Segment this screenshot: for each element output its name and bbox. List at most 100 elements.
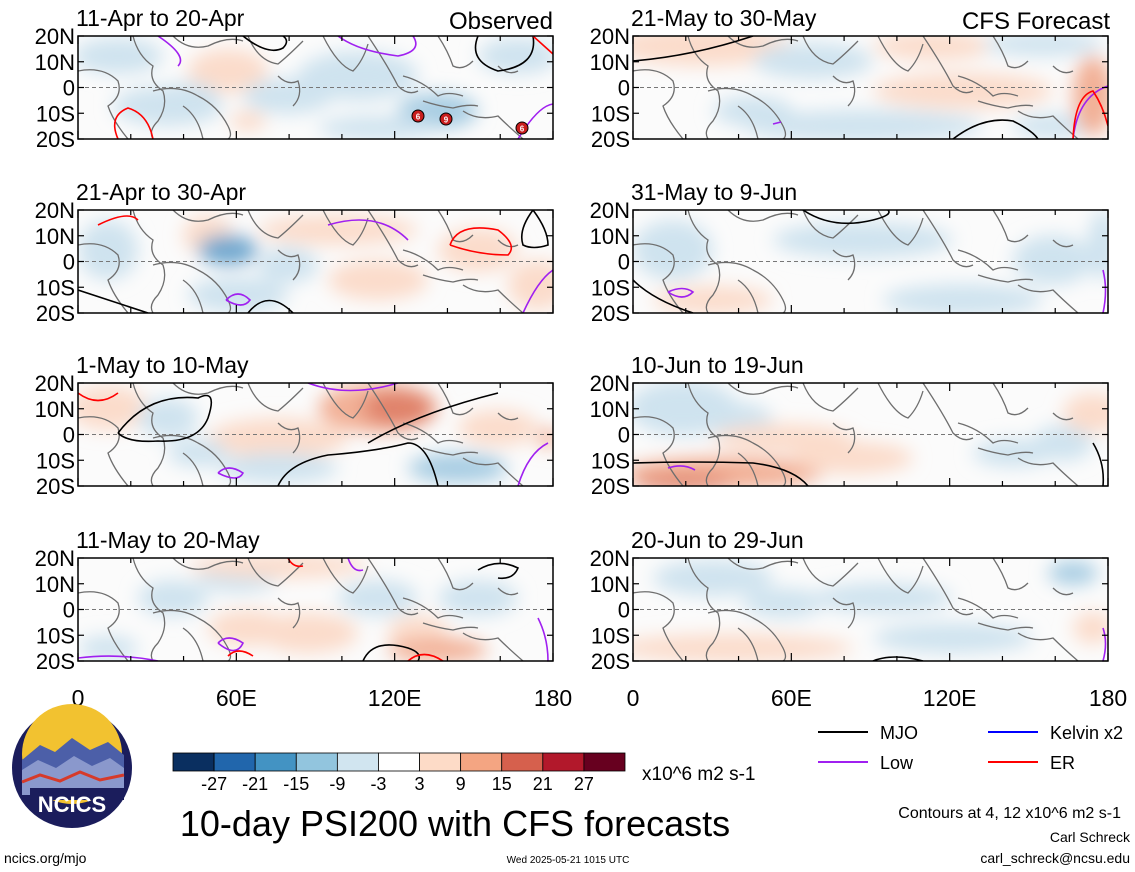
coastline bbox=[977, 622, 1034, 631]
coastline bbox=[802, 36, 859, 65]
anomaly-patch bbox=[633, 383, 738, 436]
psi-anomaly-fill bbox=[78, 558, 518, 661]
anomaly-patch bbox=[138, 398, 198, 438]
anomaly-patch bbox=[1073, 612, 1108, 644]
contour-line bbox=[772, 121, 782, 125]
coastline bbox=[977, 274, 1034, 283]
coastline bbox=[322, 36, 369, 72]
anomaly-patch bbox=[633, 475, 733, 486]
coastline bbox=[727, 210, 799, 222]
lat-tick-label: 20S bbox=[591, 649, 630, 674]
contour-line bbox=[1102, 269, 1107, 313]
coastline bbox=[992, 210, 1029, 243]
lat-tick-label: 20S bbox=[36, 649, 75, 674]
anomaly-patch bbox=[973, 439, 1053, 467]
legend-label: MJO bbox=[880, 723, 918, 743]
storm-marker-label: 9 bbox=[444, 116, 449, 125]
lat-tick-label: 10S bbox=[591, 275, 630, 300]
coastline bbox=[422, 447, 479, 456]
coastline bbox=[957, 249, 1019, 271]
lat-tick-label: 20N bbox=[590, 371, 630, 396]
colorbar-tick-label: -9 bbox=[329, 774, 345, 794]
colorbar-tick-label: -21 bbox=[242, 774, 268, 794]
legend-label: Low bbox=[880, 753, 914, 773]
map-field bbox=[78, 383, 553, 486]
coastline bbox=[152, 261, 232, 313]
colorbar-swatch bbox=[254, 752, 297, 772]
coastlines bbox=[633, 36, 1079, 139]
coastline bbox=[957, 422, 1019, 444]
colorbar-tick-label: 3 bbox=[415, 774, 425, 794]
map-field bbox=[78, 210, 553, 313]
anomaly-patch bbox=[873, 623, 1033, 653]
coastline bbox=[802, 558, 859, 587]
anomaly-patch bbox=[633, 220, 713, 280]
anomaly-patch bbox=[538, 428, 553, 448]
anomaly-patch bbox=[230, 111, 266, 131]
coastline bbox=[727, 36, 799, 48]
map-field bbox=[78, 558, 553, 661]
coastline bbox=[957, 597, 1019, 619]
contour-line bbox=[337, 36, 417, 57]
coastline bbox=[277, 75, 301, 107]
anomaly-patch bbox=[1048, 561, 1098, 585]
coastline bbox=[1017, 110, 1079, 139]
anomaly-patch bbox=[188, 49, 268, 93]
anomaly-patch bbox=[363, 390, 433, 426]
colorbar-tick-label: -27 bbox=[201, 774, 227, 794]
anomaly-patch bbox=[508, 260, 553, 310]
coastline bbox=[132, 558, 166, 661]
colorbar-swatch bbox=[172, 752, 215, 772]
contour-line bbox=[117, 394, 213, 443]
coastline bbox=[422, 274, 479, 283]
coastline bbox=[832, 249, 856, 281]
lat-tick-label: 10S bbox=[36, 275, 75, 300]
coastline bbox=[727, 383, 799, 395]
coastline bbox=[172, 36, 244, 48]
lat-tick-label: 20N bbox=[35, 24, 75, 49]
site-link[interactable]: ncics.org/mjo bbox=[4, 850, 87, 866]
contour-line bbox=[327, 219, 409, 241]
colorbar-tick-label: -3 bbox=[370, 774, 386, 794]
coastline bbox=[957, 75, 1019, 97]
coastline bbox=[633, 243, 684, 313]
lat-tick-label: 10N bbox=[590, 572, 630, 597]
lat-tick-label: 10N bbox=[35, 572, 75, 597]
contour-line bbox=[97, 215, 139, 226]
psi-anomaly-fill bbox=[633, 560, 1108, 661]
coastline bbox=[992, 36, 1029, 69]
lat-tick-label: 20N bbox=[590, 546, 630, 571]
contour-line bbox=[667, 287, 695, 298]
anomaly-patch bbox=[258, 247, 318, 283]
coastline bbox=[633, 591, 684, 661]
contours bbox=[78, 383, 549, 486]
lat-tick-label: 10S bbox=[36, 623, 75, 648]
coastline bbox=[1017, 632, 1079, 661]
coastline bbox=[422, 100, 479, 109]
coastline bbox=[1052, 587, 1074, 596]
lat-tick-label: 0 bbox=[63, 76, 75, 101]
lat-tick-label: 0 bbox=[618, 250, 630, 275]
coastline bbox=[152, 434, 232, 486]
lat-tick-label: 20N bbox=[590, 198, 630, 223]
coastlines bbox=[78, 383, 524, 486]
coastlines bbox=[78, 210, 524, 313]
lon-tick-label: 0 bbox=[627, 685, 640, 711]
coastline bbox=[992, 558, 1029, 591]
panel-date-label: 31-May to 9-Jun bbox=[631, 179, 797, 205]
coastline bbox=[132, 36, 166, 139]
coastline bbox=[687, 383, 721, 486]
coastline bbox=[877, 210, 924, 246]
anomaly-patch bbox=[258, 613, 358, 653]
anomaly-patch bbox=[653, 286, 773, 313]
coastline bbox=[402, 422, 464, 444]
coastline bbox=[802, 383, 859, 412]
coastline bbox=[922, 36, 974, 94]
anomaly-patch bbox=[458, 410, 538, 446]
anomaly-patch bbox=[198, 235, 258, 265]
coastline bbox=[462, 632, 524, 661]
anomaly-patch bbox=[338, 580, 418, 616]
coastline bbox=[633, 69, 684, 139]
coastline bbox=[247, 210, 304, 239]
